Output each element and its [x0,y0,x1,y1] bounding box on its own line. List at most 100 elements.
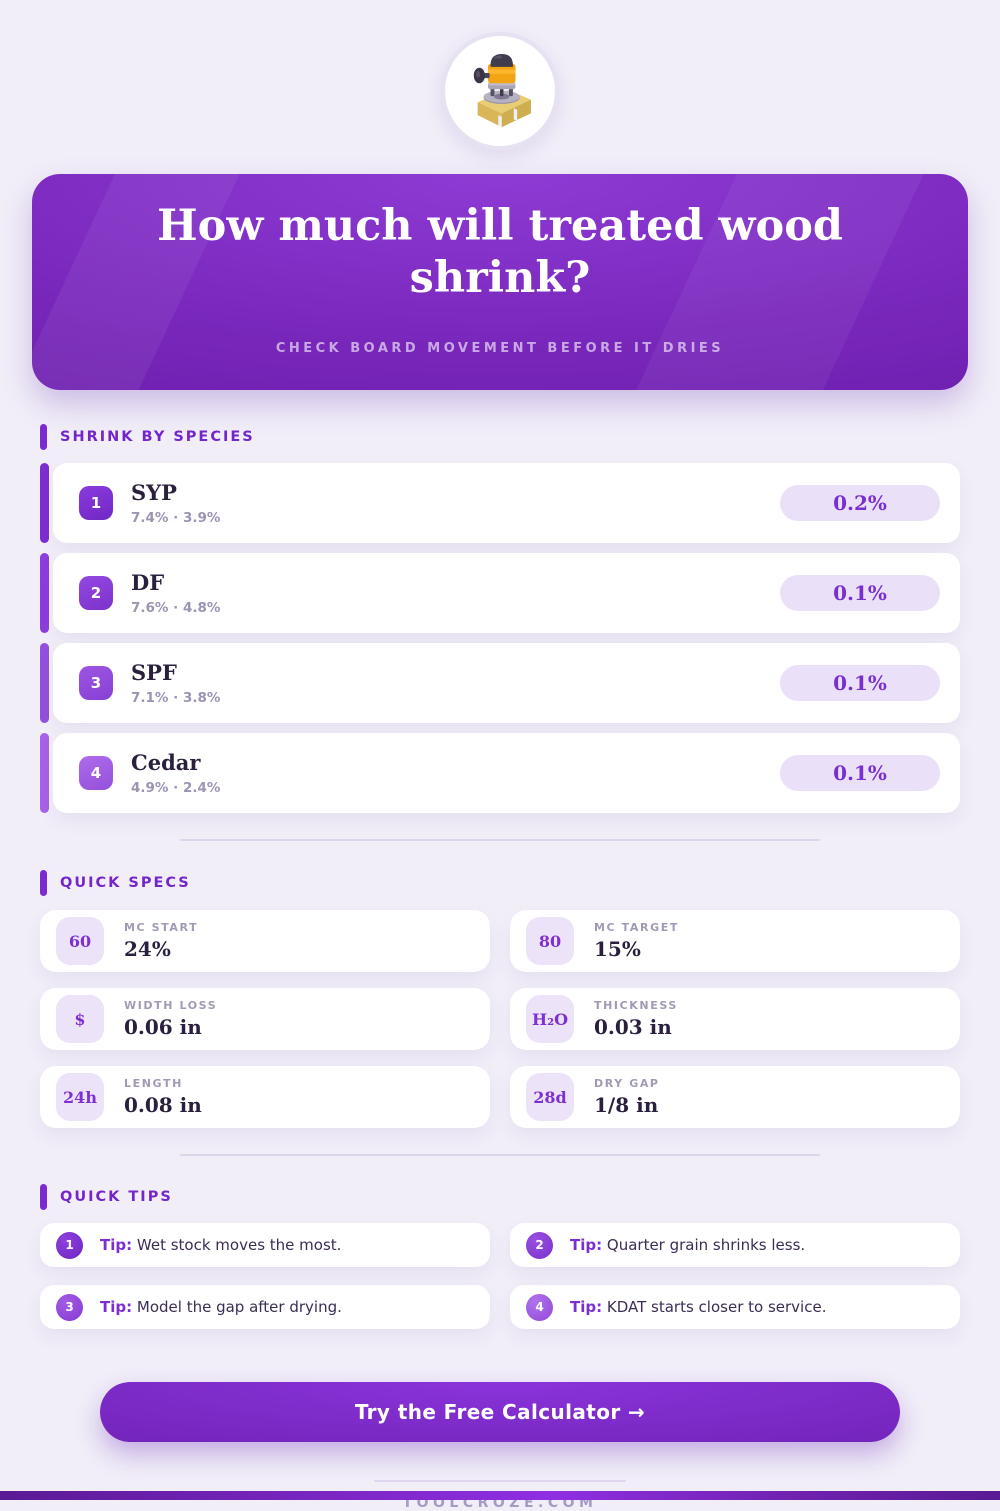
calculator-cta-button[interactable]: Try the Free Calculator → [100,1382,900,1442]
logo-badge [441,32,559,150]
section-divider [180,1154,820,1156]
header-banner: How much will treated wood shrink? CHECK… [32,174,968,390]
spec-value: 0.08 in [124,1093,202,1117]
row-accent-bar [40,643,49,723]
tip-text: Tip: Quarter grain shrinks less. [570,1236,805,1254]
spec-value: 1/8 in [594,1093,659,1117]
tip-number-badge: 3 [56,1293,83,1321]
species-stats: 7.6% · 4.8% [131,600,221,616]
tip-text: Tip: KDAT starts closer to service. [570,1298,826,1316]
tip-card-2: 2 Tip: Quarter grain shrinks less. [510,1223,960,1267]
tip-prefix: Tip: [100,1236,133,1254]
tip-card-3: 3 Tip: Model the gap after drying. [40,1285,490,1329]
spec-card-mc-start: 60 MC START 24% [40,910,490,972]
spec-label: LENGTH [124,1077,183,1090]
specs-section-label: QUICK SPECS [60,875,191,891]
tip-text: Tip: Wet stock moves the most. [100,1236,341,1254]
tip-text: Tip: Model the gap after drying. [100,1298,342,1316]
species-card: 1 SYP 7.4% · 3.9% 0.2% [53,463,960,543]
spec-card-mc-target: 80 MC TARGET 15% [510,910,960,972]
spec-value: 0.06 in [124,1015,202,1039]
tip-body: KDAT starts closer to service. [606,1298,827,1316]
spec-card-length: 24h LENGTH 0.08 in [40,1066,490,1128]
species-row-spf: 3 SPF 7.1% · 3.8% 0.1% [40,643,960,723]
species-stats: 7.1% · 3.8% [131,690,221,706]
spec-value: 24% [124,937,171,961]
rank-badge: 3 [79,666,113,700]
tip-prefix: Tip: [570,1236,603,1254]
spec-icon-tile: $ [56,995,104,1043]
spec-text: DRY GAP 1/8 in [594,1077,660,1117]
cta-container: Try the Free Calculator → [0,1382,1000,1442]
spec-label: MC START [124,921,199,934]
species-section-label: SHRINK BY SPECIES [60,429,255,445]
spec-icon-tile: 80 [526,917,574,965]
spec-card-dry-gap: 28d DRY GAP 1/8 in [510,1066,960,1128]
species-info: SYP 7.4% · 3.9% [131,480,780,526]
spec-text: LENGTH 0.08 in [124,1077,202,1117]
page-subtitle: CHECK BOARD MOVEMENT BEFORE IT DRIES [275,340,725,356]
spec-label: MC TARGET [594,921,679,934]
specs-section-header: QUICK SPECS [40,870,960,896]
species-name: Cedar [131,750,201,775]
spec-text: MC START 24% [124,921,198,961]
section-divider [180,839,820,841]
species-name: SPF [131,660,177,685]
spec-icon-tile: 60 [56,917,104,965]
spec-icon-tile: 28d [526,1073,574,1121]
tip-number-badge: 4 [526,1293,553,1321]
species-name: SYP [131,480,177,505]
species-info: DF 7.6% · 4.8% [131,570,780,616]
species-name: DF [131,570,165,595]
logo-container [0,0,1000,150]
tips-grid: 1 Tip: Wet stock moves the most. 2 Tip: … [40,1223,960,1329]
species-stats: 4.9% · 2.4% [131,780,221,796]
tip-number-badge: 2 [526,1231,553,1259]
species-card: 2 DF 7.6% · 4.8% 0.1% [53,553,960,633]
rank-badge: 1 [79,486,113,520]
tips-section-header: QUICK TIPS [40,1184,960,1210]
row-accent-bar [40,733,49,813]
page-title: How much will treated wood shrink? [157,201,843,304]
species-row-syp: 1 SYP 7.4% · 3.9% 0.2% [40,463,960,543]
tip-prefix: Tip: [100,1298,133,1316]
tips-section-label: QUICK TIPS [60,1189,173,1205]
spec-card-width-loss: $ WIDTH LOSS 0.06 in [40,988,490,1050]
spec-label: WIDTH LOSS [124,999,218,1012]
spec-icon-tile: 24h [56,1073,104,1121]
section-accent-bar [40,424,47,450]
species-section-header: SHRINK BY SPECIES [40,424,960,450]
shrink-value-pill: 0.1% [780,755,940,791]
tip-card-4: 4 Tip: KDAT starts closer to service. [510,1285,960,1329]
footer-divider [374,1480,626,1482]
row-accent-bar [40,553,49,633]
species-stats: 7.4% · 3.9% [131,510,221,526]
spec-text: WIDTH LOSS 0.06 in [124,999,217,1039]
bottom-accent-bar [0,1491,1000,1500]
section-accent-bar [40,1184,47,1210]
spec-card-thickness: H₂O THICKNESS 0.03 in [510,988,960,1050]
shrink-value-pill: 0.1% [780,575,940,611]
spec-icon-tile: H₂O [526,995,574,1043]
shrink-value-pill: 0.1% [780,665,940,701]
species-info: SPF 7.1% · 3.8% [131,660,780,706]
rank-badge: 4 [79,756,113,790]
species-row-df: 2 DF 7.6% · 4.8% 0.1% [40,553,960,633]
shrink-value-pill: 0.2% [780,485,940,521]
spec-value: 15% [594,937,641,961]
spec-label: DRY GAP [594,1077,660,1090]
tip-body: Quarter grain shrinks less. [606,1236,806,1254]
section-accent-bar [40,870,47,896]
species-list: 1 SYP 7.4% · 3.9% 0.2% 2 DF 7.6% · 4.8% … [40,463,960,813]
species-card: 4 Cedar 4.9% · 2.4% 0.1% [53,733,960,813]
row-accent-bar [40,463,49,543]
spec-text: THICKNESS 0.03 in [594,999,678,1039]
species-card: 3 SPF 7.1% · 3.8% 0.1% [53,643,960,723]
rank-badge: 2 [79,576,113,610]
spec-text: MC TARGET 15% [594,921,679,961]
species-row-cedar: 4 Cedar 4.9% · 2.4% 0.1% [40,733,960,813]
specs-grid: 60 MC START 24% 80 MC TARGET 15% $ WIDTH… [40,910,960,1128]
tip-card-1: 1 Tip: Wet stock moves the most. [40,1223,490,1267]
tip-body: Wet stock moves the most. [136,1236,342,1254]
